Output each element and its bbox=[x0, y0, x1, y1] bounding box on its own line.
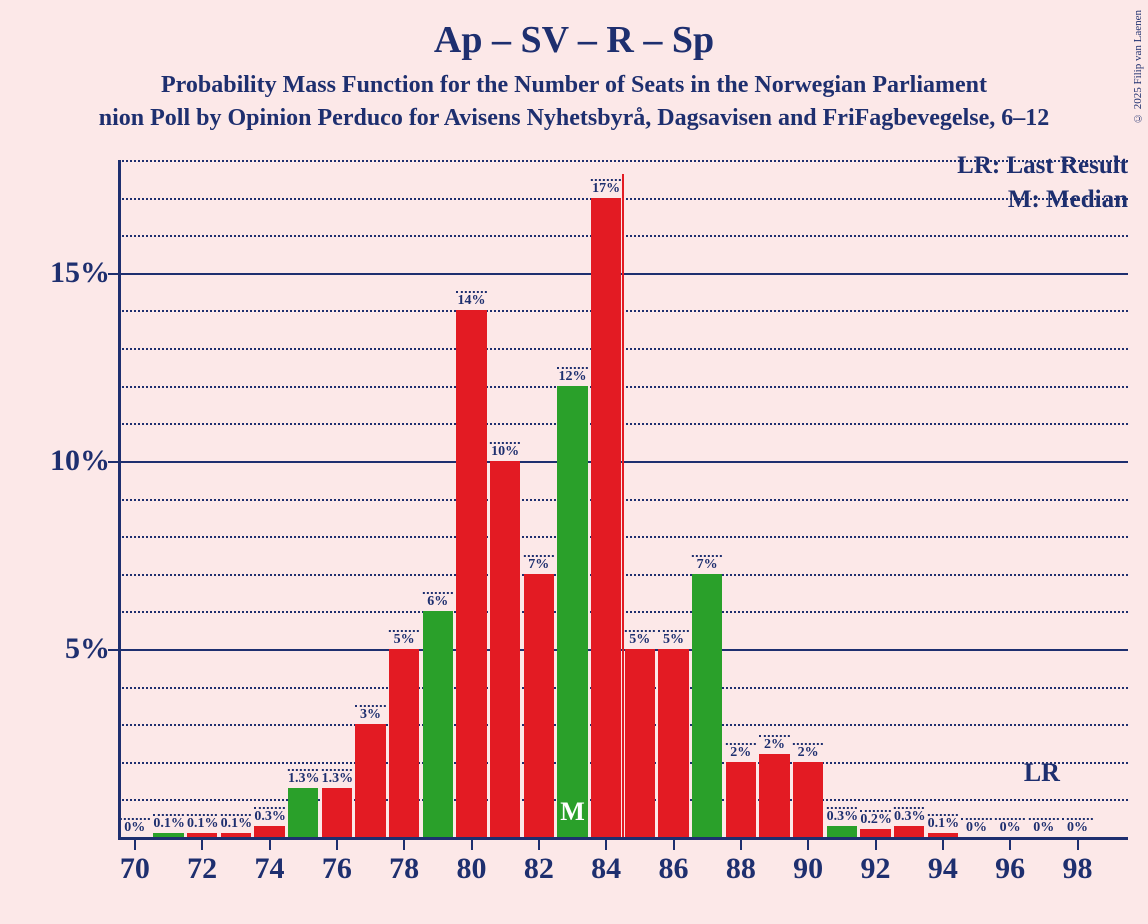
chart-subtitle-2: nion Poll by Opinion Perduco for Avisens… bbox=[0, 105, 1148, 132]
bar-value-label: 0.3% bbox=[894, 807, 924, 826]
x-axis-label: 74 bbox=[255, 852, 285, 886]
bar-value-label: 0.3% bbox=[827, 807, 857, 826]
x-axis-label: 78 bbox=[389, 852, 419, 886]
bar-value-label: 0.1% bbox=[187, 814, 217, 833]
gridline-minor bbox=[118, 160, 1128, 162]
y-axis-label: 5% bbox=[65, 632, 110, 666]
x-axis-label: 88 bbox=[726, 852, 756, 886]
credit-text: © 2025 Filip van Laenen bbox=[1132, 10, 1144, 124]
bar: 14% bbox=[456, 310, 486, 837]
bar: 0.1% bbox=[221, 833, 251, 837]
bar-value-label: 0% bbox=[961, 818, 991, 837]
bar: 10% bbox=[490, 461, 520, 837]
bar: 2% bbox=[759, 754, 789, 837]
bar-value-label: 0.1% bbox=[928, 814, 958, 833]
bar-value-label: 6% bbox=[423, 592, 453, 611]
bar: 5% bbox=[625, 649, 655, 837]
bar-value-label: 5% bbox=[389, 630, 419, 649]
x-tick bbox=[673, 840, 675, 850]
x-tick bbox=[942, 840, 944, 850]
bar: 1.3% bbox=[322, 788, 352, 837]
bar-value-label: 0% bbox=[1029, 818, 1059, 837]
bar: 2% bbox=[726, 762, 756, 837]
x-tick bbox=[471, 840, 473, 850]
x-axis-label: 84 bbox=[591, 852, 621, 886]
plot-area: 0%0.1%0.1%0.1%0.3%1.3%1.3%3%5%6%14%10%7%… bbox=[118, 160, 1128, 840]
bar-value-label: 14% bbox=[456, 291, 486, 310]
x-tick bbox=[134, 840, 136, 850]
bar-value-label: 2% bbox=[793, 743, 823, 762]
bar: 7% bbox=[524, 574, 554, 837]
x-tick bbox=[201, 840, 203, 850]
last-result-marker: LR bbox=[1024, 758, 1060, 788]
median-marker: M bbox=[557, 797, 587, 827]
bar-value-label: 0.1% bbox=[221, 814, 251, 833]
x-axis-label: 70 bbox=[120, 852, 150, 886]
x-tick bbox=[605, 840, 607, 850]
bar: 5% bbox=[389, 649, 419, 837]
x-tick bbox=[875, 840, 877, 850]
bar-value-label: 7% bbox=[524, 555, 554, 574]
x-axis-label: 90 bbox=[793, 852, 823, 886]
x-axis-label: 94 bbox=[928, 852, 958, 886]
bar-value-label: 0% bbox=[995, 818, 1025, 837]
bar-value-label: 5% bbox=[658, 630, 688, 649]
bar: 0.3% bbox=[894, 826, 924, 837]
x-tick bbox=[740, 840, 742, 850]
bar-value-label: 3% bbox=[355, 705, 385, 724]
x-tick bbox=[1009, 840, 1011, 850]
bar-value-label: 7% bbox=[692, 555, 722, 574]
bar-value-label: 10% bbox=[490, 442, 520, 461]
x-axis-label: 72 bbox=[187, 852, 217, 886]
x-axis-label: 98 bbox=[1063, 852, 1093, 886]
x-tick bbox=[1077, 840, 1079, 850]
bar: 0.1% bbox=[928, 833, 958, 837]
bar-value-label: 0.2% bbox=[860, 810, 890, 829]
bar-value-label: 17% bbox=[591, 179, 621, 198]
x-tick bbox=[538, 840, 540, 850]
x-tick bbox=[336, 840, 338, 850]
bar: 6% bbox=[423, 611, 453, 837]
bar-value-label: 0% bbox=[1062, 818, 1092, 837]
chart-container: LR: Last Result M: Median 0%0.1%0.1%0.1%… bbox=[0, 150, 1148, 924]
chart-title: Ap – SV – R – Sp bbox=[0, 0, 1148, 62]
bar-value-label: 1.3% bbox=[288, 769, 318, 788]
x-axis-label: 92 bbox=[861, 852, 891, 886]
x-tick bbox=[269, 840, 271, 850]
bar: 12%M bbox=[557, 386, 587, 837]
bar-value-label: 0.3% bbox=[254, 807, 284, 826]
bar-value-label: 1.3% bbox=[322, 769, 352, 788]
bar: 0.3% bbox=[827, 826, 857, 837]
bar-value-label: 5% bbox=[625, 630, 655, 649]
bar-value-label: 2% bbox=[759, 735, 789, 754]
x-axis-label: 86 bbox=[659, 852, 689, 886]
y-axis-label: 15% bbox=[50, 256, 110, 290]
x-tick bbox=[807, 840, 809, 850]
median-line bbox=[622, 174, 624, 837]
x-axis-label: 80 bbox=[457, 852, 487, 886]
bar: 0.1% bbox=[153, 833, 183, 837]
bar: 2% bbox=[793, 762, 823, 837]
bar: 1.3% bbox=[288, 788, 318, 837]
bar-value-label: 12% bbox=[557, 367, 587, 386]
y-axis-label: 10% bbox=[50, 444, 110, 478]
x-axis-label: 96 bbox=[995, 852, 1025, 886]
bar: 0.1% bbox=[187, 833, 217, 837]
x-axis-label: 76 bbox=[322, 852, 352, 886]
bar: 0.3% bbox=[254, 826, 284, 837]
bar: 3% bbox=[355, 724, 385, 837]
x-tick bbox=[403, 840, 405, 850]
chart-subtitle: Probability Mass Function for the Number… bbox=[0, 72, 1148, 99]
bar: 7% bbox=[692, 574, 722, 837]
bar-value-label: 0% bbox=[120, 818, 150, 837]
bar: 5% bbox=[658, 649, 688, 837]
x-axis-label: 82 bbox=[524, 852, 554, 886]
bar: 0.2% bbox=[860, 829, 890, 837]
bar-value-label: 0.1% bbox=[153, 814, 183, 833]
bar-value-label: 2% bbox=[726, 743, 756, 762]
bar: 17% bbox=[591, 198, 621, 837]
